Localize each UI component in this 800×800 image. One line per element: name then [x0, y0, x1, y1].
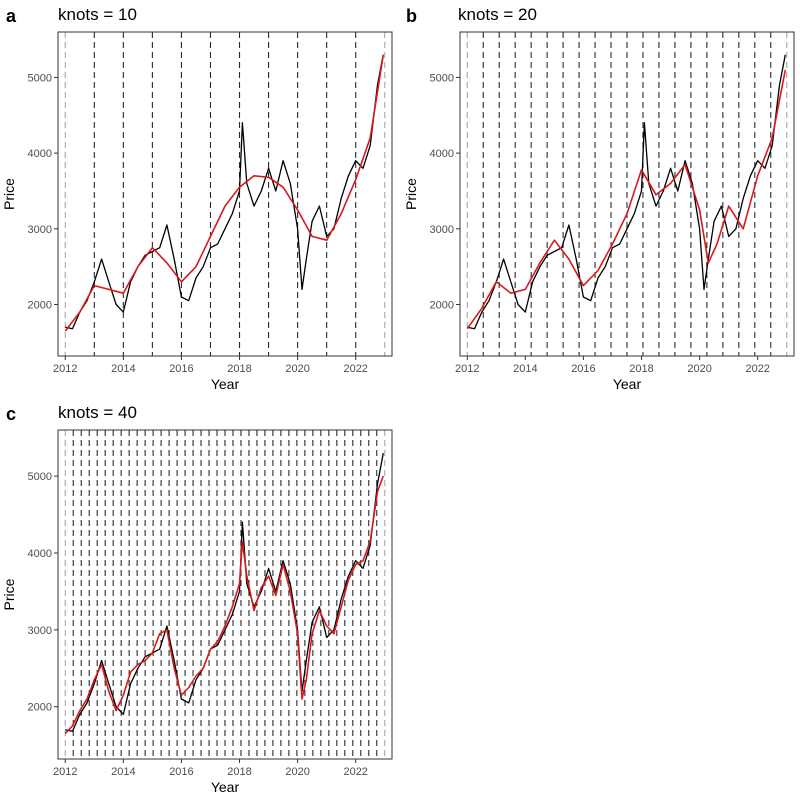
panel-border [57, 31, 393, 357]
y-tick-label: 3000 [28, 625, 52, 637]
y-tick-label: 5000 [28, 471, 52, 483]
x-tick-label: 2012 [53, 766, 77, 778]
y-tick-label: 4000 [28, 548, 52, 560]
panel-title: knots = 20 [458, 5, 537, 24]
plot-area [64, 32, 386, 356]
x-tick-label: 2020 [285, 766, 309, 778]
y-tick-label: 3000 [430, 224, 454, 236]
x-tick-label: 2014 [111, 766, 135, 778]
panel-letter: b [406, 6, 417, 26]
panel-title: knots = 10 [58, 5, 137, 24]
spline-fit-line [64, 54, 385, 332]
x-axis-title: Year [211, 376, 240, 392]
panel-a: a knots = 10 2012 2014 2016 2018 2020 2022 2000 3… [1, 5, 393, 392]
y-axis-title: Price [1, 578, 17, 610]
panel-c: c knots = 40 2012 2014 2016 2018 2020 2022 2000 3… [1, 403, 393, 795]
x-tick-label: 2014 [111, 363, 135, 375]
panel-b: b knots = 20 2012 2014 2016 2018 2020 2022 2000 3… [403, 5, 795, 392]
y-tick-label: 2000 [430, 300, 454, 312]
x-tick-label: 2022 [343, 766, 367, 778]
panel-border [459, 31, 795, 357]
x-tick-label: 2016 [571, 363, 595, 375]
x-tick-label: 2018 [227, 363, 251, 375]
plot-area [466, 32, 788, 356]
y-tick-label: 4000 [28, 148, 52, 160]
x-tick-label: 2020 [285, 363, 309, 375]
x-tick-label: 2018 [227, 766, 251, 778]
y-axis-title: Price [1, 178, 17, 210]
x-tick-label: 2022 [745, 363, 769, 375]
spline-fit-line [466, 69, 787, 330]
spline-fit-line [64, 475, 385, 735]
price-line [65, 54, 384, 330]
plot-area [64, 430, 386, 759]
y-tick-label: 2000 [28, 702, 52, 714]
y-axis-title: Price [403, 178, 419, 210]
panel-border [57, 429, 393, 760]
x-tick-label: 2016 [169, 766, 193, 778]
x-tick-label: 2022 [343, 363, 367, 375]
y-tick-label: 5000 [28, 72, 52, 84]
x-axis-title: Year [211, 779, 240, 795]
panel-letter: c [6, 404, 16, 424]
price-line [467, 54, 786, 330]
x-axis-title: Year [613, 376, 642, 392]
y-tick-label: 3000 [28, 224, 52, 236]
panel-title: knots = 40 [58, 403, 137, 422]
y-tick-label: 5000 [430, 72, 454, 84]
x-tick-label: 2018 [629, 363, 653, 375]
x-tick-label: 2020 [687, 363, 711, 375]
price-line [65, 452, 384, 732]
panel-letter: a [6, 6, 17, 26]
y-tick-label: 2000 [28, 300, 52, 312]
x-tick-label: 2012 [455, 363, 479, 375]
x-tick-label: 2016 [169, 363, 193, 375]
x-tick-label: 2012 [53, 363, 77, 375]
x-tick-label: 2014 [513, 363, 537, 375]
y-tick-label: 4000 [430, 148, 454, 160]
